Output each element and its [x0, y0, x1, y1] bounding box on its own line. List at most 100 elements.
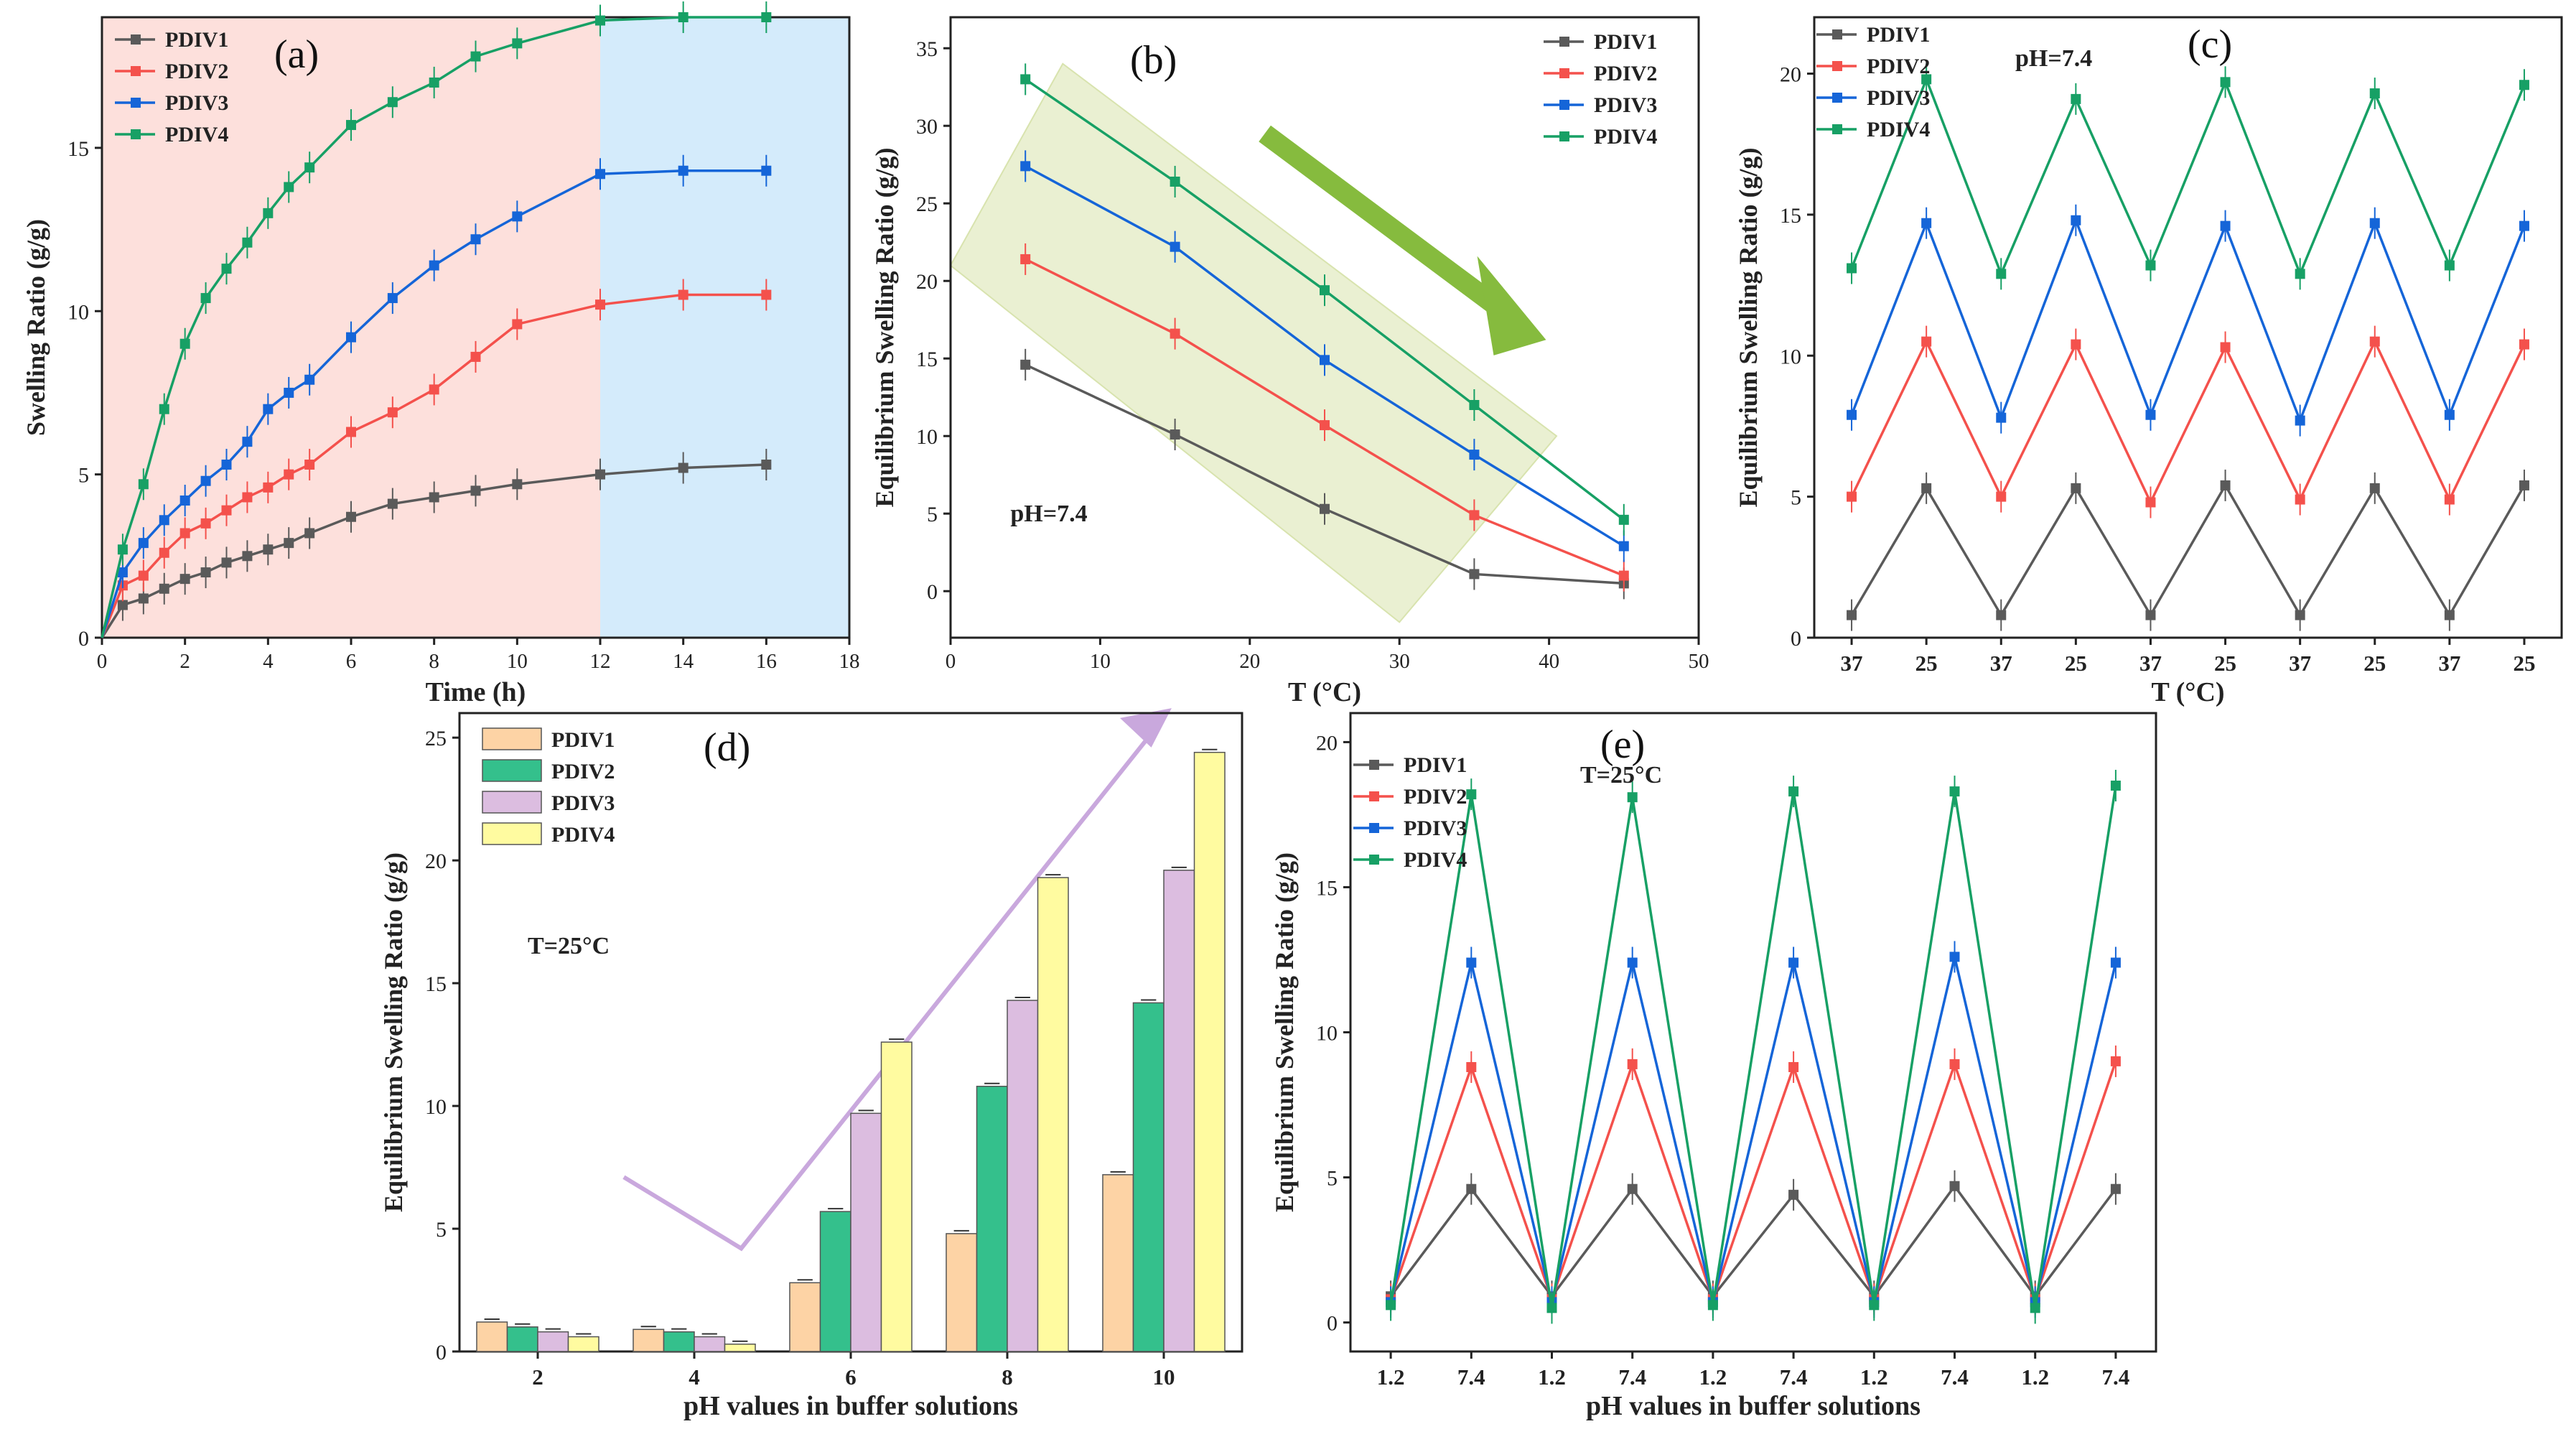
y-tick-label: 5	[436, 1218, 447, 1242]
y-tick-label: 15	[425, 972, 447, 996]
legend-swatch	[482, 822, 542, 845]
x-tick-label: 20	[1239, 650, 1260, 673]
data-point-pdiv4	[2220, 77, 2231, 88]
bar-pdiv1	[1102, 1174, 1134, 1352]
data-point-pdiv3	[159, 515, 169, 526]
x-tick-label: 14	[673, 650, 694, 673]
trend-arrow-line	[622, 716, 1166, 1252]
data-point-pdiv4	[284, 182, 294, 192]
condition-annotation: T=25°C	[528, 933, 610, 959]
data-point-pdiv3	[512, 211, 523, 222]
data-point-pdiv1	[470, 485, 481, 496]
bar-pdiv2	[976, 1085, 1008, 1352]
legend-label: PDIV2	[551, 760, 615, 783]
data-point-pdiv4	[200, 293, 211, 304]
data-point-pdiv2	[263, 482, 274, 493]
y-tick-label: 20	[1316, 731, 1338, 755]
data-point-pdiv4	[138, 479, 149, 490]
legend-marker	[131, 66, 141, 76]
x-tick-label: 37	[1990, 651, 2012, 676]
data-point-pdiv4	[1618, 514, 1629, 525]
x-tick-label: 25	[2363, 651, 2386, 676]
legend-marker	[1832, 93, 1842, 103]
data-point-pdiv1	[200, 567, 211, 578]
legend-label: PDIV4	[1594, 125, 1657, 149]
x-axis-label: Time (h)	[426, 677, 526, 707]
y-tick-label: 15	[67, 137, 89, 161]
data-point-pdiv1	[2369, 483, 2380, 493]
data-point-pdiv2	[2110, 1056, 2121, 1066]
data-point-pdiv2	[304, 459, 315, 470]
condition-annotation: pH=7.4	[1010, 501, 1087, 527]
data-point-pdiv1	[2110, 1183, 2121, 1194]
legend-label: PDIV1	[165, 28, 228, 52]
data-point-pdiv1	[387, 498, 398, 509]
legend-marker	[131, 34, 141, 45]
legend-marker	[1369, 823, 1379, 833]
bar-pdiv4	[1193, 751, 1226, 1352]
bar-pdiv1	[946, 1233, 978, 1352]
y-tick-label: 5	[1327, 1167, 1338, 1191]
y-tick-label: 5	[1791, 486, 1801, 510]
data-point-pdiv3	[1469, 450, 1480, 460]
data-point-pdiv3	[2444, 409, 2455, 420]
x-tick-label: 10	[1090, 650, 1111, 673]
shaded-region-1	[600, 17, 849, 638]
x-tick-label: 7.4	[1457, 1364, 1485, 1390]
data-point-pdiv2	[2071, 339, 2081, 350]
legend-marker	[1832, 124, 1842, 134]
x-tick-label: 25	[2214, 651, 2236, 676]
x-tick-label: 1.2	[1377, 1364, 1405, 1390]
x-tick-label: 8	[1002, 1364, 1013, 1390]
data-point-pdiv1	[1788, 1189, 1799, 1200]
data-point-pdiv2	[1847, 491, 1857, 502]
data-point-pdiv1	[678, 462, 689, 473]
x-tick-label: 25	[2513, 651, 2535, 676]
data-point-pdiv4	[159, 404, 169, 414]
data-point-pdiv2	[1949, 1059, 1960, 1069]
y-tick-label: 20	[425, 850, 447, 873]
data-point-pdiv3	[429, 260, 439, 271]
data-point-pdiv3	[2220, 220, 2231, 231]
data-point-pdiv4	[2444, 260, 2455, 271]
data-point-pdiv1	[1921, 483, 1932, 493]
x-tick-label: 1.2	[1538, 1364, 1566, 1390]
data-point-pdiv4	[179, 338, 190, 349]
x-tick-label: 4	[689, 1364, 700, 1390]
plot-frame	[949, 16, 1700, 639]
data-point-pdiv2	[1996, 491, 2007, 502]
x-tick-label: 40	[1539, 650, 1559, 673]
x-axis-label: T (°C)	[1288, 677, 1361, 707]
x-tick-label: 2	[532, 1364, 543, 1390]
data-point-pdiv2	[2369, 336, 2380, 347]
data-point-pdiv2	[179, 528, 190, 539]
bar-pdiv4	[567, 1336, 599, 1352]
data-point-pdiv1	[2295, 610, 2305, 620]
y-tick-label: 20	[916, 270, 938, 294]
data-point-pdiv3	[2519, 220, 2529, 231]
legend-label: PDIV3	[1404, 816, 1467, 840]
data-point-pdiv1	[117, 600, 128, 610]
data-point-pdiv3	[1788, 957, 1799, 968]
data-point-pdiv3	[242, 437, 253, 447]
data-point-pdiv3	[595, 169, 605, 180]
data-point-pdiv3	[263, 404, 274, 414]
legend-marker	[1369, 855, 1379, 865]
bar-pdiv3	[537, 1331, 569, 1352]
data-point-pdiv4	[1847, 263, 1857, 274]
bar-pdiv1	[633, 1329, 665, 1352]
bar-pdiv2	[506, 1326, 538, 1352]
data-point-pdiv1	[221, 557, 232, 568]
data-point-pdiv3	[1996, 412, 2007, 423]
data-point-pdiv2	[2145, 497, 2156, 508]
x-tick-label: 7.4	[1941, 1364, 1969, 1390]
data-point-pdiv1	[1320, 503, 1330, 514]
data-point-pdiv4	[595, 15, 605, 26]
legend-swatch	[482, 727, 542, 750]
data-point-pdiv1	[2444, 610, 2455, 620]
data-point-pdiv1	[2519, 480, 2529, 490]
legend-label: PDIV1	[551, 728, 615, 752]
data-point-pdiv3	[284, 387, 294, 398]
data-point-pdiv3	[2071, 215, 2081, 225]
